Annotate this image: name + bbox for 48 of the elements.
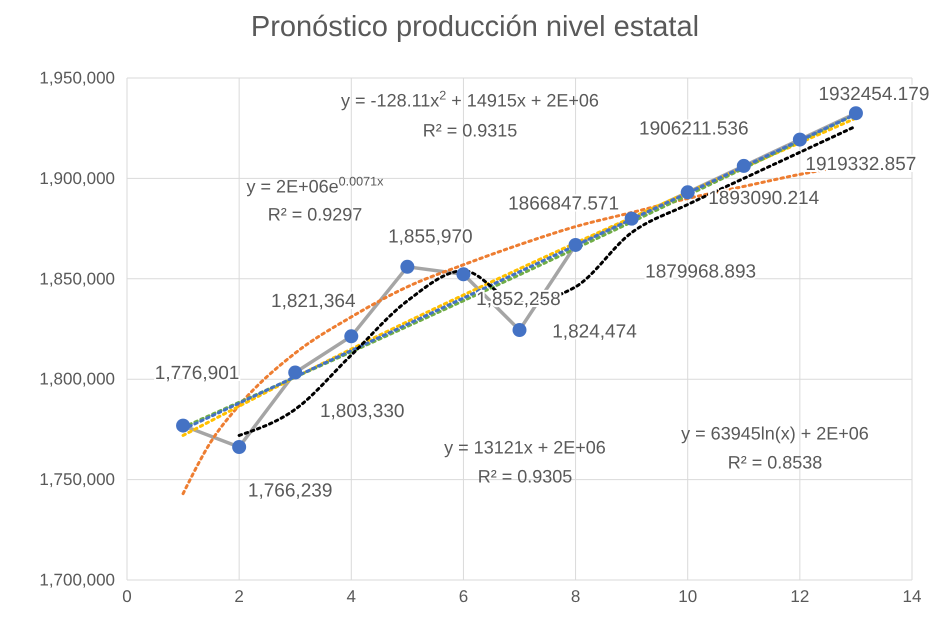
annotation: R² = 0.9315: [422, 120, 518, 140]
annotation: R² = 0.9305: [478, 466, 572, 486]
data-label: 1,855,970: [388, 226, 473, 248]
point: [680, 185, 695, 200]
x-tick-label: 12: [790, 587, 810, 606]
data-label: 1,824,474: [552, 322, 638, 343]
y-tick-label: 1,700,000: [39, 570, 115, 590]
y-tick-label: 1,750,000: [39, 470, 115, 490]
data-label: 1906211.536: [639, 118, 749, 140]
x-tick-label: 8: [570, 587, 580, 606]
annotation: y = 13121x + 2E+06: [444, 437, 606, 458]
annotation: R² = 0.9297: [268, 204, 362, 224]
x-tick-label: 6: [458, 587, 468, 606]
point: [736, 158, 751, 173]
point: [176, 418, 190, 433]
y-tick-label: 1,850,000: [39, 269, 115, 288]
x-tick-label: 10: [678, 587, 698, 606]
data-label: 1,803,330: [320, 401, 404, 422]
annotation: R² = 0.8538: [728, 452, 822, 472]
point: [232, 440, 246, 454]
chart-title: Pronóstico producción nivel estatal: [250, 11, 700, 43]
x-tick-label: 4: [346, 587, 356, 606]
annotation: y = 63945ln(x) + 2E+06: [681, 423, 869, 444]
data-label: 1919332.857: [805, 154, 916, 176]
y-tick-label: 1,950,000: [39, 68, 115, 88]
x-tick-label: 0: [122, 587, 132, 606]
point: [512, 323, 526, 338]
point: [456, 267, 470, 282]
y-tick-label: 1,900,000: [39, 168, 115, 188]
data-label: 1,776,901: [154, 363, 240, 384]
y-tick-label: 1,800,000: [39, 370, 115, 389]
data-label: 1893090.214: [708, 188, 820, 209]
point: [848, 106, 863, 120]
x-tick-label: 14: [902, 587, 922, 606]
point: [624, 212, 639, 226]
point: [792, 132, 807, 147]
data-label: 1,821,364: [271, 290, 356, 312]
x-tick-label: 2: [234, 587, 244, 606]
data-label: 1932454.179: [818, 84, 930, 105]
point: [344, 329, 358, 344]
annotation: y = -128.11x$^{2}$ + 14915x + 2E+06: [341, 88, 599, 110]
annotation: y = 2E+06e$^{0.0071x}$: [246, 174, 384, 196]
data-label: 1,766,239: [248, 480, 332, 502]
point: [400, 260, 414, 274]
data-label: 1879968.893: [645, 261, 756, 282]
point: [288, 366, 302, 380]
point: [568, 238, 583, 252]
data-label: 1866847.571: [508, 194, 620, 215]
